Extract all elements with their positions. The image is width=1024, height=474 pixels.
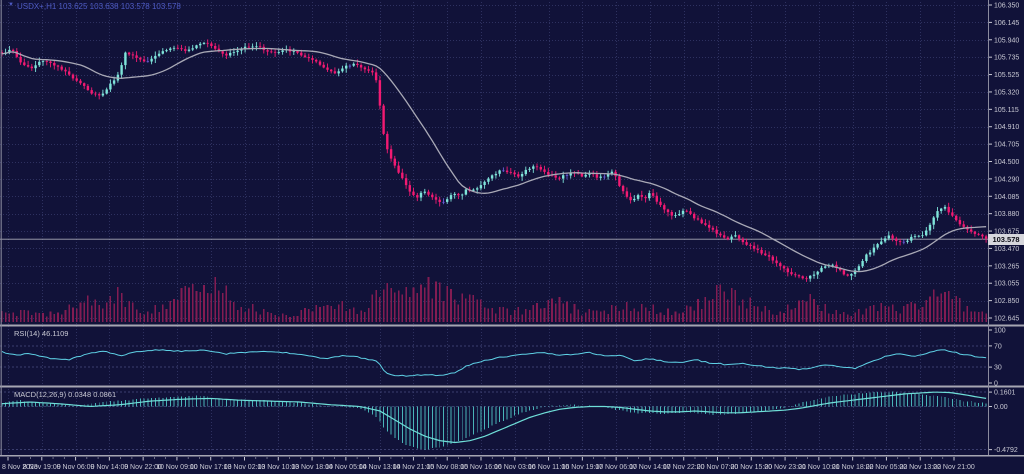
time-tick-label: 22 Nov 05:00 <box>866 464 908 471</box>
time-tick-label: 17 Nov 22:00 <box>663 464 705 471</box>
price-tick-label: 105.940 <box>994 37 1019 44</box>
price-tick-label: 105.525 <box>994 72 1019 79</box>
macd-signal-line <box>1 391 987 444</box>
time-tick-label: 8 Nov 19:00 <box>23 464 61 471</box>
candles-series <box>0 39 988 282</box>
rsi-axis-label: 30 <box>994 365 1002 372</box>
rsi-axis-label: 0 <box>994 381 998 388</box>
ma-line <box>1 47 987 273</box>
time-tick-label: 13 Nov 02:00 <box>224 464 266 471</box>
time-tick-label: 21 Nov 18:00 <box>832 464 874 471</box>
macd-axis-label: 0.1601 <box>994 390 1016 397</box>
time-tick-label: 20 Nov 23:00 <box>764 464 806 471</box>
price-tick-label: 105.735 <box>994 55 1019 62</box>
price-tick-label: 103.265 <box>994 263 1019 270</box>
grid <box>0 2 988 455</box>
time-tick-label: 9 Nov 14:00 <box>91 464 129 471</box>
rsi-line <box>1 349 987 377</box>
time-tick-label: 15 Nov 08:00 <box>426 464 468 471</box>
time-tick-label: 17 Nov 06:00 <box>595 464 637 471</box>
price-tick-label: 105.320 <box>994 89 1019 96</box>
price-tick-label: 106.145 <box>994 20 1019 27</box>
price-tick-label: 104.500 <box>994 159 1019 166</box>
time-tick-label: 16 Nov 03:00 <box>494 464 536 471</box>
time-tick-label: 22 Nov 13:00 <box>899 464 941 471</box>
price-tick-label: 103.880 <box>994 211 1019 218</box>
price-tick-label: 103.055 <box>994 281 1019 288</box>
current-price-tag: 103.578 <box>988 233 1024 245</box>
price-tick-label: 105.115 <box>994 107 1019 114</box>
chart-title[interactable]: ▼ USDX+,H1 103.625 103.638 103.578 103.57… <box>8 2 181 11</box>
time-tick-label: 14 Nov 21:00 <box>393 464 435 471</box>
macd-indicator-label: MACD(12,26,9) 0.0348 0.0861 <box>14 390 117 399</box>
time-tick-label: 14 Nov 13:00 <box>359 464 401 471</box>
panel-separators <box>0 0 1024 457</box>
time-tick-label: 16 Nov 19:00 <box>562 464 604 471</box>
price-tick-label: 106.350 <box>994 3 1019 10</box>
macd-histogram <box>1 391 987 450</box>
time-tick-label: 20 Nov 07:00 <box>697 464 739 471</box>
rsi-axis-label: 100 <box>994 328 1006 335</box>
time-tick-label: 13 Nov 10:00 <box>257 464 299 471</box>
chart-title-text: USDX+,H1 103.625 103.638 103.578 103.578 <box>16 2 181 11</box>
time-tick-label: 9 Nov 22:00 <box>124 464 162 471</box>
time-tick-label: 20 Nov 15:00 <box>730 464 772 471</box>
time-tick-label: 13 Nov 18:00 <box>291 464 333 471</box>
time-tick-label: 17 Nov 14:00 <box>629 464 671 471</box>
rsi-indicator-label: RSI(14) 46.1109 <box>14 329 69 338</box>
price-tick-label: 103.675 <box>994 229 1019 236</box>
time-tick-label: 8 Nov 2023 <box>2 464 38 471</box>
price-tick-label: 104.705 <box>994 142 1019 149</box>
time-tick-label: 15 Nov 16:00 <box>460 464 502 471</box>
time-tick-label: 9 Nov 06:00 <box>57 464 95 471</box>
time-tick-label: 21 Nov 10:00 <box>798 464 840 471</box>
volume-series <box>1 277 987 322</box>
symbol-dropdown-icon[interactable]: ▼ <box>8 2 14 8</box>
price-tick-label: 104.910 <box>994 124 1019 131</box>
time-tick-label: 10 Nov 17:00 <box>190 464 232 471</box>
price-tick-label: 102.850 <box>994 298 1019 305</box>
price-tick-label: 102.645 <box>994 316 1019 323</box>
price-tick-label: 104.290 <box>994 176 1019 183</box>
time-tick-label: 22 Nov 21:00 <box>933 464 975 471</box>
price-tick-label: 103.470 <box>994 246 1019 253</box>
rsi-axis-label: 70 <box>994 343 1002 350</box>
price-axis[interactable]: 106.350 106.145 105.940 105.735 105.525 105.3… <box>989 3 1019 455</box>
time-tick-label: 10 Nov 09:00 <box>156 464 198 471</box>
macd-axis-label: 0.00 <box>994 404 1008 411</box>
macd-axis-label: -0.4792 <box>994 447 1018 454</box>
price-tick-label: 104.085 <box>994 194 1019 201</box>
time-tick-label: 14 Nov 05:00 <box>325 464 367 471</box>
time-tick-label: 16 Nov 11:00 <box>528 464 569 471</box>
